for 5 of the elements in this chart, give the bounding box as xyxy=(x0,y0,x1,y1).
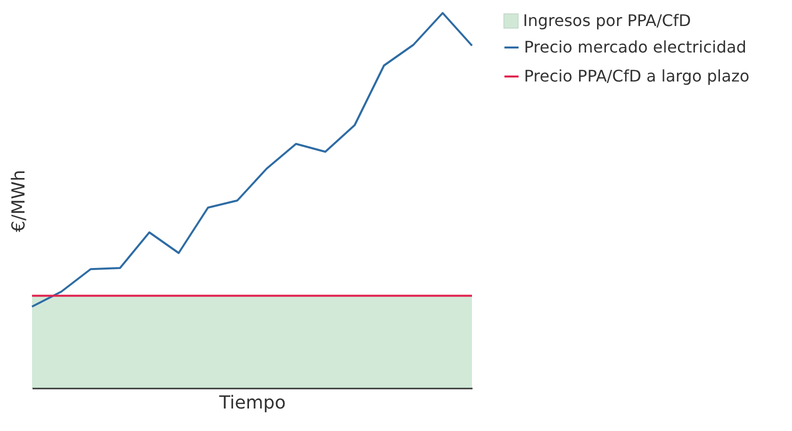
x-axis-title: Tiempo xyxy=(218,392,286,414)
legend-label: Ingresos por PPA/CfD xyxy=(523,11,691,30)
legend-label: Precio mercado electricidad xyxy=(524,38,746,56)
y-axis-title: €/MWh xyxy=(8,170,30,232)
legend-label: Precio PPA/CfD a largo plazo xyxy=(524,66,750,86)
